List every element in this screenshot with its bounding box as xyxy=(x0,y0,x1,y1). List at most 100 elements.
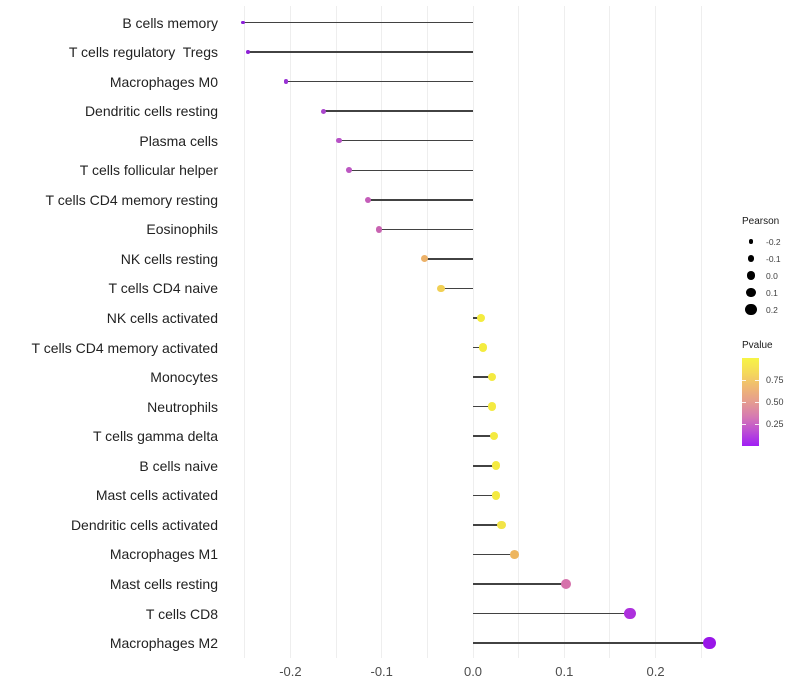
x-axis-tick-label: -0.2 xyxy=(279,664,302,679)
y-axis-label: Macrophages M0 xyxy=(109,73,218,90)
y-axis-label: T cells gamma delta xyxy=(92,428,218,445)
lollipop-stem xyxy=(323,110,473,112)
legend-size-label: -0.2 xyxy=(766,236,781,247)
legend-size-label: -0.1 xyxy=(766,253,781,264)
y-axis-label: T cells CD4 memory activated xyxy=(31,339,218,356)
y-axis-label: T cells follicular helper xyxy=(79,162,218,179)
lollipop-dot xyxy=(421,255,429,263)
colorbar-label: 0.50 xyxy=(766,397,784,407)
pearson-legend-entry: 0.2 xyxy=(742,301,781,318)
y-axis-label: Dendritic cells resting xyxy=(84,103,218,120)
y-axis-label: B cells naive xyxy=(139,457,218,474)
pearson-legend-entry: 0.1 xyxy=(742,284,781,301)
colorbar-tick xyxy=(742,380,746,381)
lollipop-dot xyxy=(561,579,572,589)
legend-size-label: 0.0 xyxy=(766,270,778,281)
lollipop-stem xyxy=(424,258,473,260)
lollipop-dot xyxy=(703,636,716,650)
lollipop-stem xyxy=(368,199,473,201)
legend-dot-cell xyxy=(742,287,760,298)
y-axis-label: T cells CD4 naive xyxy=(108,280,218,297)
lollipop-stem xyxy=(473,524,502,526)
lollipop-dot xyxy=(487,372,497,382)
lollipop-dot xyxy=(345,167,352,174)
y-axis-label: Dendritic cells activated xyxy=(70,516,218,533)
pearson-legend-entry: 0.0 xyxy=(742,267,781,284)
gridline xyxy=(563,6,565,658)
lollipop-dot xyxy=(478,343,488,352)
pvalue-colorbar: 0.75 0.50 0.25 xyxy=(742,358,784,446)
lollipop-stem xyxy=(473,465,496,467)
lollipop-dot xyxy=(487,402,497,411)
colorbar-tick xyxy=(755,402,759,403)
legend-size-dot xyxy=(746,271,756,280)
colorbar-tick xyxy=(755,424,759,425)
y-axis-label: Neutrophils xyxy=(147,398,218,415)
lollipop-dot xyxy=(336,137,342,144)
legend-size-dot xyxy=(746,287,756,298)
legend-dot-cell xyxy=(742,303,760,316)
lollipop-stem xyxy=(473,612,631,615)
legend-dot-cell xyxy=(742,271,760,280)
y-axis-label: T cells regulatory Tregs xyxy=(68,44,218,61)
pearson-legend-entry: -0.2 xyxy=(742,233,781,250)
legend-size-dot xyxy=(745,303,757,316)
lollipop-stem xyxy=(473,583,567,585)
lollipop-stem xyxy=(473,553,515,556)
lollipop-stem xyxy=(473,435,494,437)
lollipop-stem xyxy=(348,169,473,171)
lollipop-stem xyxy=(473,494,496,497)
legend-size-dot xyxy=(747,255,755,262)
x-axis-tick-label: -0.1 xyxy=(370,664,393,679)
gridline xyxy=(700,6,702,658)
y-axis-label: B cells memory xyxy=(122,14,218,31)
legend-dot-cell xyxy=(742,255,760,262)
lollipop-dot xyxy=(375,226,383,233)
lollipop-dot xyxy=(241,20,245,25)
lollipop-dot xyxy=(437,284,445,293)
pearson-legend-entry: -0.1 xyxy=(742,250,781,267)
lollipop-stem xyxy=(248,51,473,53)
pearson-legend-entries: -0.2 -0.1 0.0 0.1 0.2 xyxy=(742,233,781,318)
lollipop-stem xyxy=(441,287,473,290)
colorbar-tick xyxy=(742,424,746,425)
lollipop-stem xyxy=(473,405,493,408)
lollipop-stem xyxy=(285,80,473,83)
pearson-legend-title: Pearson xyxy=(742,216,780,227)
y-axis-label: T cells CD8 xyxy=(145,605,218,622)
lollipop-dot xyxy=(624,607,636,620)
y-axis-label: Monocytes xyxy=(150,369,218,386)
lollipop-stem xyxy=(473,642,710,644)
lollipop-dot xyxy=(496,520,506,530)
y-axis-label: Mast cells activated xyxy=(95,487,218,504)
gridline xyxy=(609,6,611,658)
x-axis-tick-label: 0.0 xyxy=(463,664,483,679)
gridline xyxy=(518,6,520,658)
lollipop-stem xyxy=(378,228,473,231)
pvalue-color-legend: Pvalue 0.75 0.50 0.25 xyxy=(742,340,784,446)
colorbar-label: 0.75 xyxy=(766,375,784,385)
lollipop-dot xyxy=(246,50,251,54)
lollipop-dot xyxy=(320,108,326,114)
gridline xyxy=(335,6,337,658)
lollipop-dot xyxy=(364,196,372,203)
y-axis-label: Macrophages M1 xyxy=(109,546,218,563)
y-axis-label: NK cells activated xyxy=(106,310,218,326)
x-axis-tick-label: 0.1 xyxy=(555,664,574,679)
y-axis-label: T cells CD4 memory resting xyxy=(45,191,218,208)
lollipop-dot xyxy=(489,431,499,441)
lollipop-stem xyxy=(473,346,484,349)
colorbar-tick xyxy=(742,402,746,403)
pvalue-legend-title: Pvalue xyxy=(742,340,773,351)
y-axis-label: Eosinophils xyxy=(146,221,218,238)
legend-size-dot xyxy=(748,239,754,244)
gridline xyxy=(381,6,383,658)
lollipop-dot xyxy=(491,461,501,470)
gridline xyxy=(289,6,291,658)
colorbar-tick xyxy=(755,380,759,381)
colorbar-label: 0.25 xyxy=(766,419,784,429)
lollipop-dot xyxy=(509,549,519,559)
lollipop-dot xyxy=(283,79,289,84)
pearson-size-legend: Pearson -0.2 -0.1 0.0 0.1 0.2 xyxy=(742,216,781,318)
